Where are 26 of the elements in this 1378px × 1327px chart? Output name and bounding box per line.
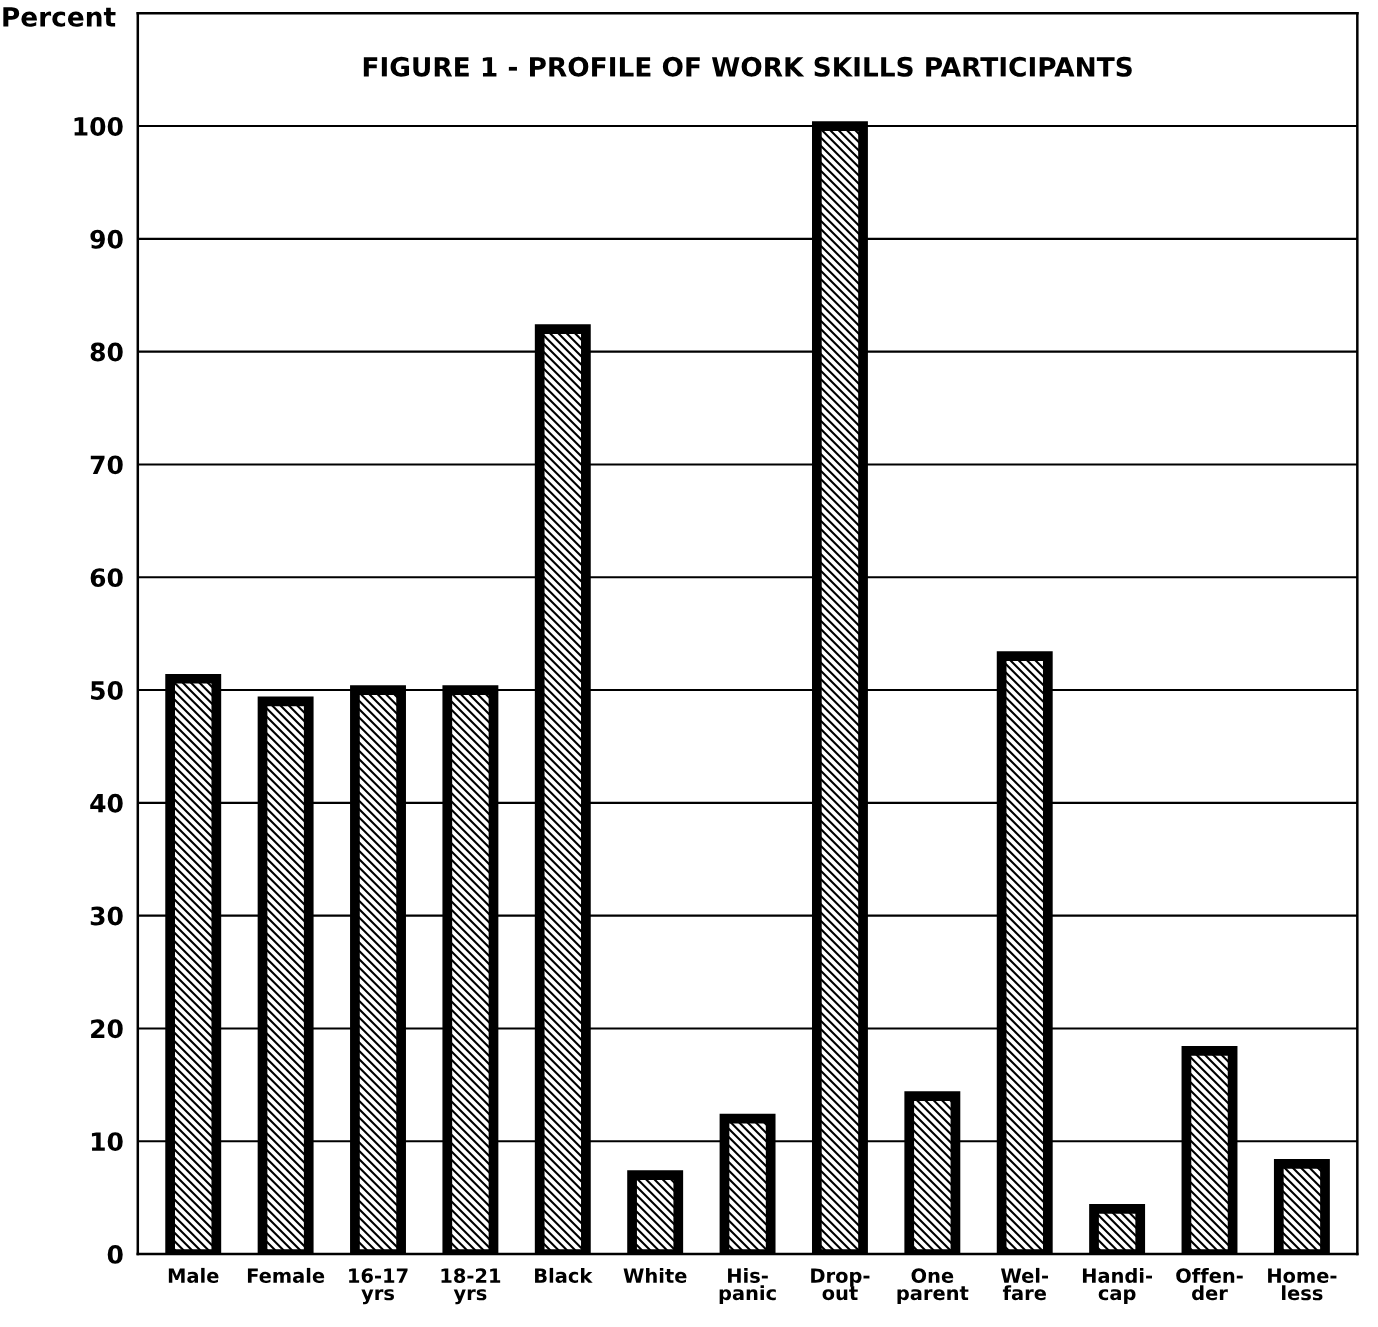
y-tick-label: 30 — [90, 906, 123, 926]
x-tick-label: His- panic — [719, 1267, 776, 1305]
y-tick-label: 20 — [91, 1019, 123, 1039]
x-tick-label: Drop- out — [811, 1268, 870, 1301]
y-tick-label: 80 — [90, 342, 123, 362]
x-tick-label: Black — [535, 1267, 593, 1283]
x-tick-label: One parent — [897, 1268, 969, 1305]
x-tick-label: Handi- cap — [1082, 1267, 1153, 1305]
y-tick-label: 90 — [90, 229, 123, 249]
x-tick-label: Home- less — [1268, 1268, 1337, 1301]
y-tick-label: 100 — [74, 117, 123, 136]
x-tick-label: Female — [247, 1267, 325, 1283]
text: FIGURE 1 - PROFILE OF WORK SKILLS PARTICIPANTS — [363, 56, 1132, 77]
y-tick-label: 40 — [90, 793, 123, 813]
x-tick-label: Offen- der — [1176, 1267, 1243, 1301]
x-tick-label: 18-21 yrs — [441, 1268, 501, 1305]
y-tick-label: 70 — [90, 455, 123, 475]
y-tick-label: 10 — [91, 1132, 123, 1152]
y-tick-label: 0 — [107, 1244, 123, 1264]
y-tick-label: 50 — [91, 680, 123, 700]
y-tick-label: 60 — [90, 568, 123, 588]
x-tick-label: 16-17 yrs — [349, 1268, 408, 1305]
x-tick-label: White — [623, 1267, 687, 1283]
x-tick-label: Wel- fare — [1000, 1267, 1049, 1301]
y-axis-title: Percent — [3, 7, 116, 27]
x-tick-label: Male — [168, 1267, 219, 1283]
